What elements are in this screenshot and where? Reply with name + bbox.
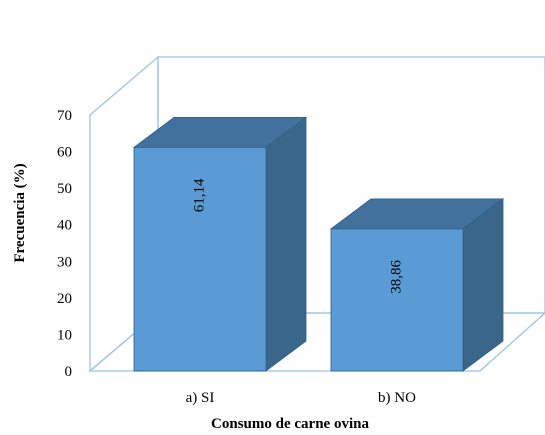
bar-front-face (330, 228, 464, 372)
y-tick-label: 30 (57, 254, 72, 270)
bar: 38,86 (329, 198, 505, 372)
y-tick-label: 70 (57, 108, 72, 124)
bar-side-face (265, 116, 307, 372)
y-axis-title: Frecuencia (%) (12, 163, 28, 262)
x-tick-label: a) SI (186, 390, 215, 406)
x-tick-label: b) NO (378, 390, 416, 406)
x-axis-title: Consumo de carne ovina (211, 416, 369, 432)
y-tick-label: 0 (65, 364, 73, 380)
data-label: 61,14 (191, 178, 207, 212)
y-tick-label: 60 (57, 145, 72, 161)
y-tick-label: 20 (57, 291, 72, 307)
y-tick-label: 50 (57, 181, 72, 197)
y-axis-ticks: 0 10 20 30 40 50 60 70 (57, 108, 72, 380)
bar: 61,14 (132, 116, 308, 372)
y-tick-label: 40 (57, 218, 72, 234)
bars: 61,14 38,86 (132, 116, 505, 372)
data-label: 38,86 (388, 260, 404, 294)
bar-front-face (133, 147, 267, 372)
y-tick-label: 10 (57, 327, 72, 343)
x-axis-ticks: a) SI b) NO (186, 390, 416, 406)
